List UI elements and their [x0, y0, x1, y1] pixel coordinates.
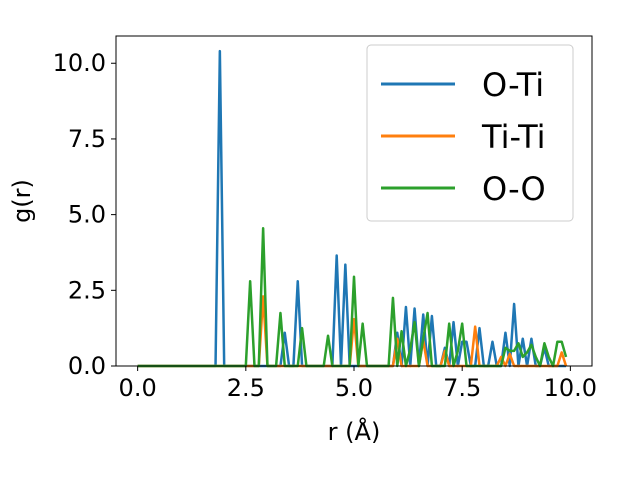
y-tick-label: 10.0 [53, 49, 106, 77]
x-axis: 0.0 2.5 5.0 7.5 10.0 [119, 366, 597, 402]
x-tick-label: 2.5 [227, 374, 265, 402]
x-tick-label: 5.0 [335, 374, 373, 402]
x-tick-label: 0.0 [119, 374, 157, 402]
y-tick-label: 5.0 [68, 201, 106, 229]
legend-label-o-o: O-O [482, 170, 546, 208]
legend-box [366, 44, 574, 222]
legend: O-Ti Ti-Ti O-O [366, 44, 574, 222]
x-axis-label: r (Å) [328, 417, 381, 446]
x-tick-label: 10.0 [544, 374, 597, 402]
y-axis: 0.0 2.5 5.0 7.5 10.0 [53, 49, 116, 380]
legend-label-o-ti: O-Ti [482, 66, 544, 104]
x-tick-label: 7.5 [443, 374, 481, 402]
y-tick-label: 7.5 [68, 125, 106, 153]
y-tick-label: 0.0 [68, 352, 106, 380]
y-tick-label: 2.5 [68, 276, 106, 304]
legend-label-ti-ti: Ti-Ti [481, 118, 546, 156]
y-axis-label: g(r) [8, 179, 36, 223]
